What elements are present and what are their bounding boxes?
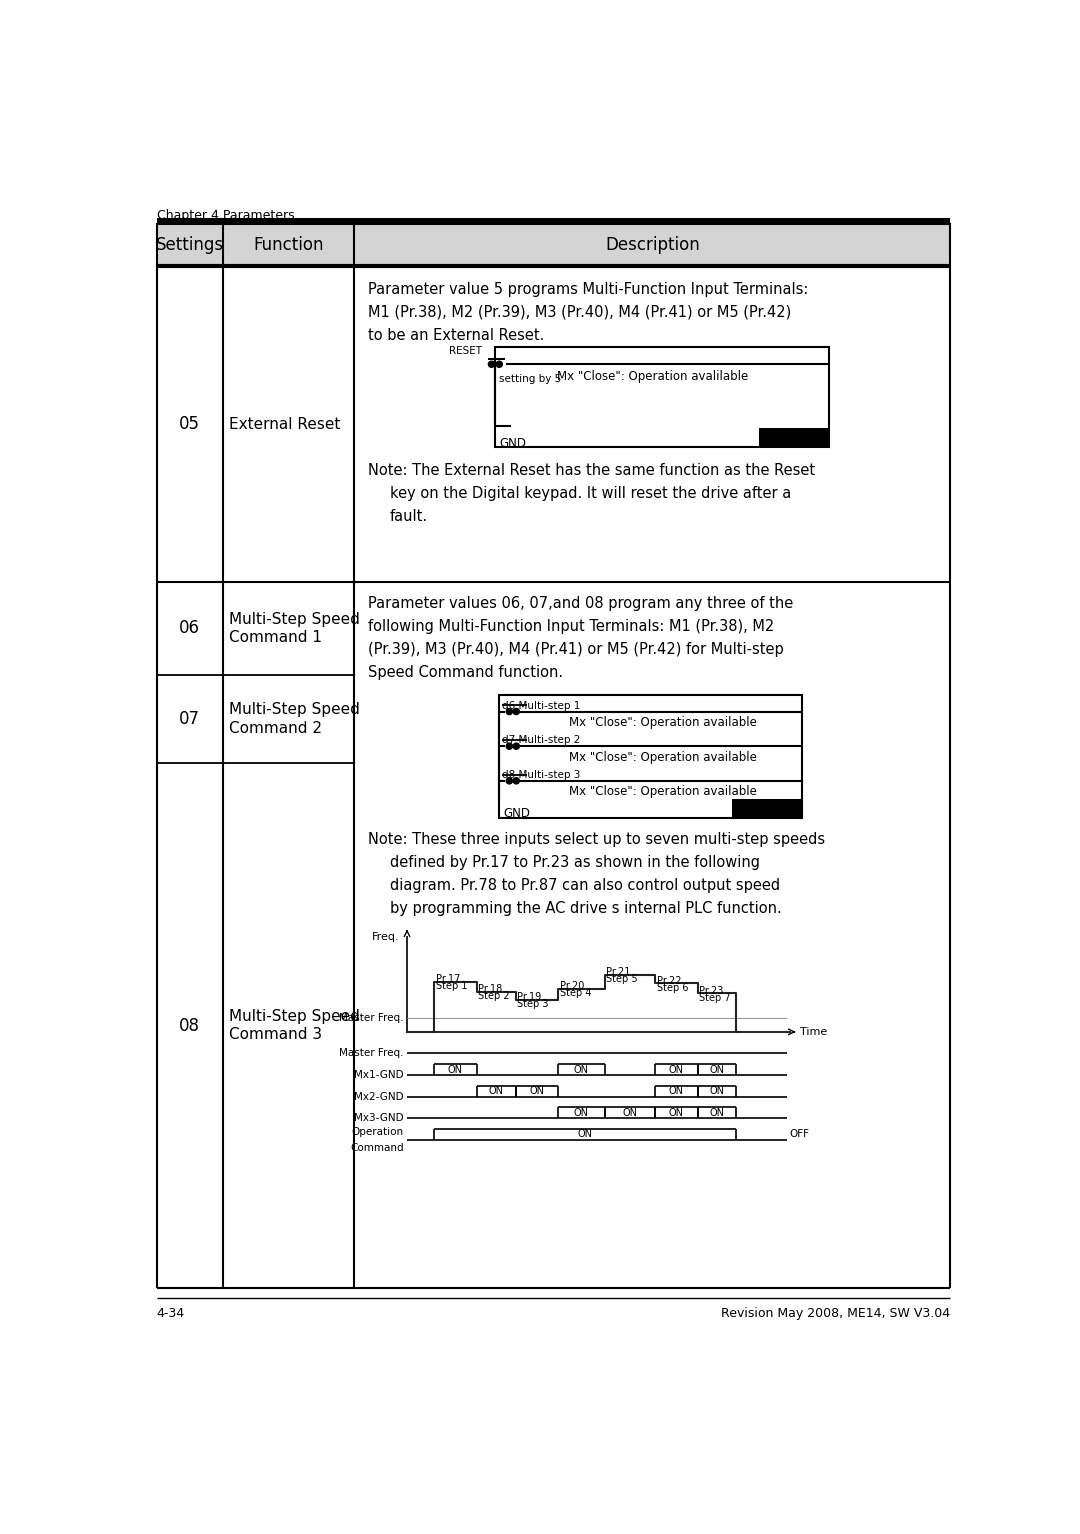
Circle shape — [513, 742, 519, 749]
Text: Pr.20: Pr.20 — [559, 982, 584, 991]
Text: Speed Command function.: Speed Command function. — [368, 666, 564, 681]
Text: GND: GND — [499, 437, 526, 449]
Text: Pr.23: Pr.23 — [699, 986, 724, 996]
Text: Parameter value 5 programs Multi-Function Input Terminals:: Parameter value 5 programs Multi-Functio… — [368, 282, 809, 298]
Text: ON: ON — [669, 1108, 684, 1118]
Text: Step 7: Step 7 — [699, 992, 731, 1003]
Text: Pr.19: Pr.19 — [517, 992, 541, 1002]
Bar — [499, 695, 801, 818]
Text: 06: 06 — [179, 620, 200, 637]
Text: (Pr.39), M3 (Pr.40), M4 (Pr.41) or M5 (Pr.42) for Multi-step: (Pr.39), M3 (Pr.40), M4 (Pr.41) or M5 (P… — [368, 643, 784, 657]
Circle shape — [507, 742, 512, 749]
Text: Command 3: Command 3 — [229, 1028, 322, 1043]
Text: Mx2-GND: Mx2-GND — [354, 1092, 404, 1101]
Text: ON: ON — [710, 1065, 725, 1075]
Text: ON: ON — [529, 1086, 544, 1097]
Text: Master Freq.: Master Freq. — [339, 1012, 403, 1023]
Circle shape — [513, 778, 519, 784]
Text: 08: 08 — [179, 1017, 200, 1035]
Text: Command 2: Command 2 — [229, 721, 322, 736]
Bar — [732, 799, 801, 818]
Text: Command 1: Command 1 — [229, 630, 322, 646]
Text: Description: Description — [605, 236, 700, 255]
Text: Freq.: Freq. — [373, 931, 400, 942]
Text: Mx "Close": Operation available: Mx "Close": Operation available — [569, 716, 757, 729]
Text: ON: ON — [669, 1086, 684, 1097]
Text: Parameter values 06, 07,and 08 program any three of the: Parameter values 06, 07,and 08 program a… — [368, 597, 794, 611]
Bar — [157, 224, 950, 267]
Text: Step 1: Step 1 — [435, 982, 468, 991]
Text: Pr.17: Pr.17 — [435, 974, 460, 985]
Text: ON: ON — [622, 1108, 637, 1118]
Circle shape — [496, 360, 502, 367]
Text: Mx "Close": Operation available: Mx "Close": Operation available — [569, 750, 757, 764]
Text: Mx "Close": Operation available: Mx "Close": Operation available — [569, 785, 757, 799]
Text: d8 Multi-step 3: d8 Multi-step 3 — [502, 770, 581, 781]
Text: OFF: OFF — [789, 1129, 810, 1140]
Text: ON: ON — [488, 1086, 503, 1097]
Text: VFD-M: VFD-M — [766, 431, 822, 445]
Bar — [759, 428, 828, 448]
Text: Step 3: Step 3 — [517, 999, 549, 1009]
Text: Mx1-GND: Mx1-GND — [354, 1071, 404, 1080]
Text: Note: The External Reset has the same function as the Reset: Note: The External Reset has the same fu… — [368, 463, 815, 477]
Text: External Reset: External Reset — [229, 417, 340, 431]
Bar — [157, 218, 950, 224]
Text: Mx3-GND: Mx3-GND — [354, 1114, 404, 1123]
Text: Step 6: Step 6 — [657, 983, 688, 992]
Text: Multi-Step Speed: Multi-Step Speed — [229, 703, 360, 716]
Text: Revision May 2008, ME14, SW V3.04: Revision May 2008, ME14, SW V3.04 — [721, 1307, 950, 1319]
Text: Note: These three inputs select up to seven multi-step speeds: Note: These three inputs select up to se… — [368, 831, 825, 847]
Text: Settings: Settings — [156, 236, 224, 255]
Text: GND: GND — [503, 807, 530, 821]
Text: Step 2: Step 2 — [478, 991, 510, 1002]
Text: diagram. Pr.78 to Pr.87 can also control output speed: diagram. Pr.78 to Pr.87 can also control… — [390, 877, 780, 893]
Text: Chapter 4 Parameters: Chapter 4 Parameters — [157, 209, 295, 222]
Text: Master Freq.: Master Freq. — [339, 1048, 404, 1058]
Text: Operation: Operation — [352, 1126, 404, 1137]
Text: ON: ON — [448, 1065, 463, 1075]
Text: setting by 5: setting by 5 — [499, 373, 562, 384]
Text: Multi-Step Speed: Multi-Step Speed — [229, 612, 360, 626]
Text: 07: 07 — [179, 710, 200, 727]
Text: Pr.18: Pr.18 — [478, 985, 502, 994]
Text: Time: Time — [800, 1026, 827, 1037]
Text: following Multi-Function Input Terminals: M1 (Pr.38), M2: following Multi-Function Input Terminals… — [368, 620, 774, 634]
Text: Function: Function — [253, 236, 324, 255]
Text: key on the Digital keypad. It will reset the drive after a: key on the Digital keypad. It will reset… — [390, 486, 792, 502]
Text: d6 Multi-step 1: d6 Multi-step 1 — [502, 701, 581, 710]
Text: Mx "Close": Operation avalilable: Mx "Close": Operation avalilable — [557, 370, 748, 384]
Text: defined by Pr.17 to Pr.23 as shown in the following: defined by Pr.17 to Pr.23 as shown in th… — [390, 854, 760, 870]
Text: M1 (Pr.38), M2 (Pr.39), M3 (Pr.40), M4 (Pr.41) or M5 (Pr.42): M1 (Pr.38), M2 (Pr.39), M3 (Pr.40), M4 (… — [368, 305, 792, 321]
Circle shape — [507, 778, 512, 784]
Text: Step 4: Step 4 — [559, 988, 591, 999]
Circle shape — [507, 709, 512, 715]
Circle shape — [513, 709, 519, 715]
Text: d7 Multi-step 2: d7 Multi-step 2 — [502, 735, 581, 746]
Text: by programming the AC drive s internal PLC function.: by programming the AC drive s internal P… — [390, 900, 782, 916]
Text: Command: Command — [350, 1143, 404, 1152]
Text: Pr.21: Pr.21 — [606, 966, 631, 977]
Text: to be an External Reset.: to be an External Reset. — [368, 328, 544, 344]
Text: ON: ON — [573, 1108, 589, 1118]
Text: ON: ON — [669, 1065, 684, 1075]
Text: ON: ON — [710, 1086, 725, 1097]
Text: ON: ON — [578, 1129, 593, 1140]
Text: Step 5: Step 5 — [606, 974, 638, 985]
Text: VFD-M: VFD-M — [739, 801, 795, 816]
Text: ON: ON — [573, 1065, 589, 1075]
Text: 4-34: 4-34 — [157, 1307, 185, 1319]
Circle shape — [488, 360, 495, 367]
Text: fault.: fault. — [390, 509, 428, 525]
Text: ON: ON — [710, 1108, 725, 1118]
Bar — [496, 347, 828, 448]
Text: Multi-Step Speed: Multi-Step Speed — [229, 1009, 360, 1025]
Text: 05: 05 — [179, 416, 200, 433]
Text: Pr.22: Pr.22 — [657, 976, 681, 986]
Text: RESET: RESET — [449, 345, 482, 356]
